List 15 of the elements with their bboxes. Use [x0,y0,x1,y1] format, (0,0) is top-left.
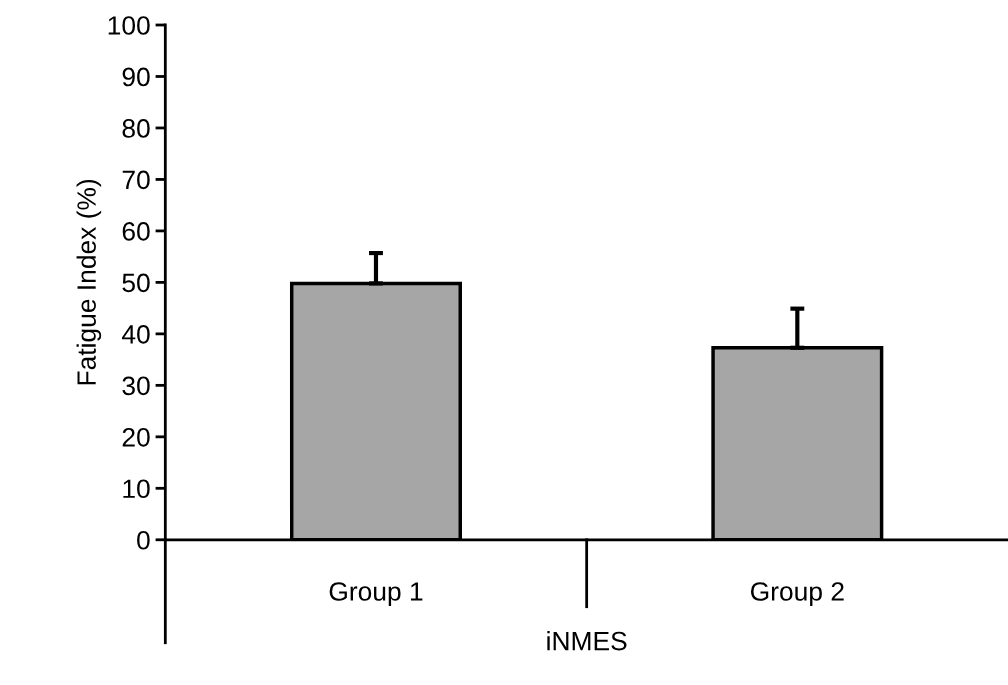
y-tick-label: 100 [108,16,150,35]
y-tick-label: 10 [123,479,150,499]
y-tick-label: 50 [122,273,150,293]
y-tick-label: 60 [122,222,150,241]
y-tick-label: 70 [122,170,150,190]
y-axis-title: Fatigue Index (%) [76,179,102,385]
y-tick-label: 90 [122,67,150,87]
y-tick-label: 80 [122,119,150,138]
x-tick-label: Group 2 [750,582,844,607]
x-axis-title: iNMES [547,631,627,651]
y-tick-label: 40 [121,325,150,344]
x-tick-label: Group 1 [329,582,423,607]
y-tick-label: 0 [137,530,150,550]
y-tick-label: 20 [122,427,150,447]
y-tick-label: 30 [122,376,150,396]
